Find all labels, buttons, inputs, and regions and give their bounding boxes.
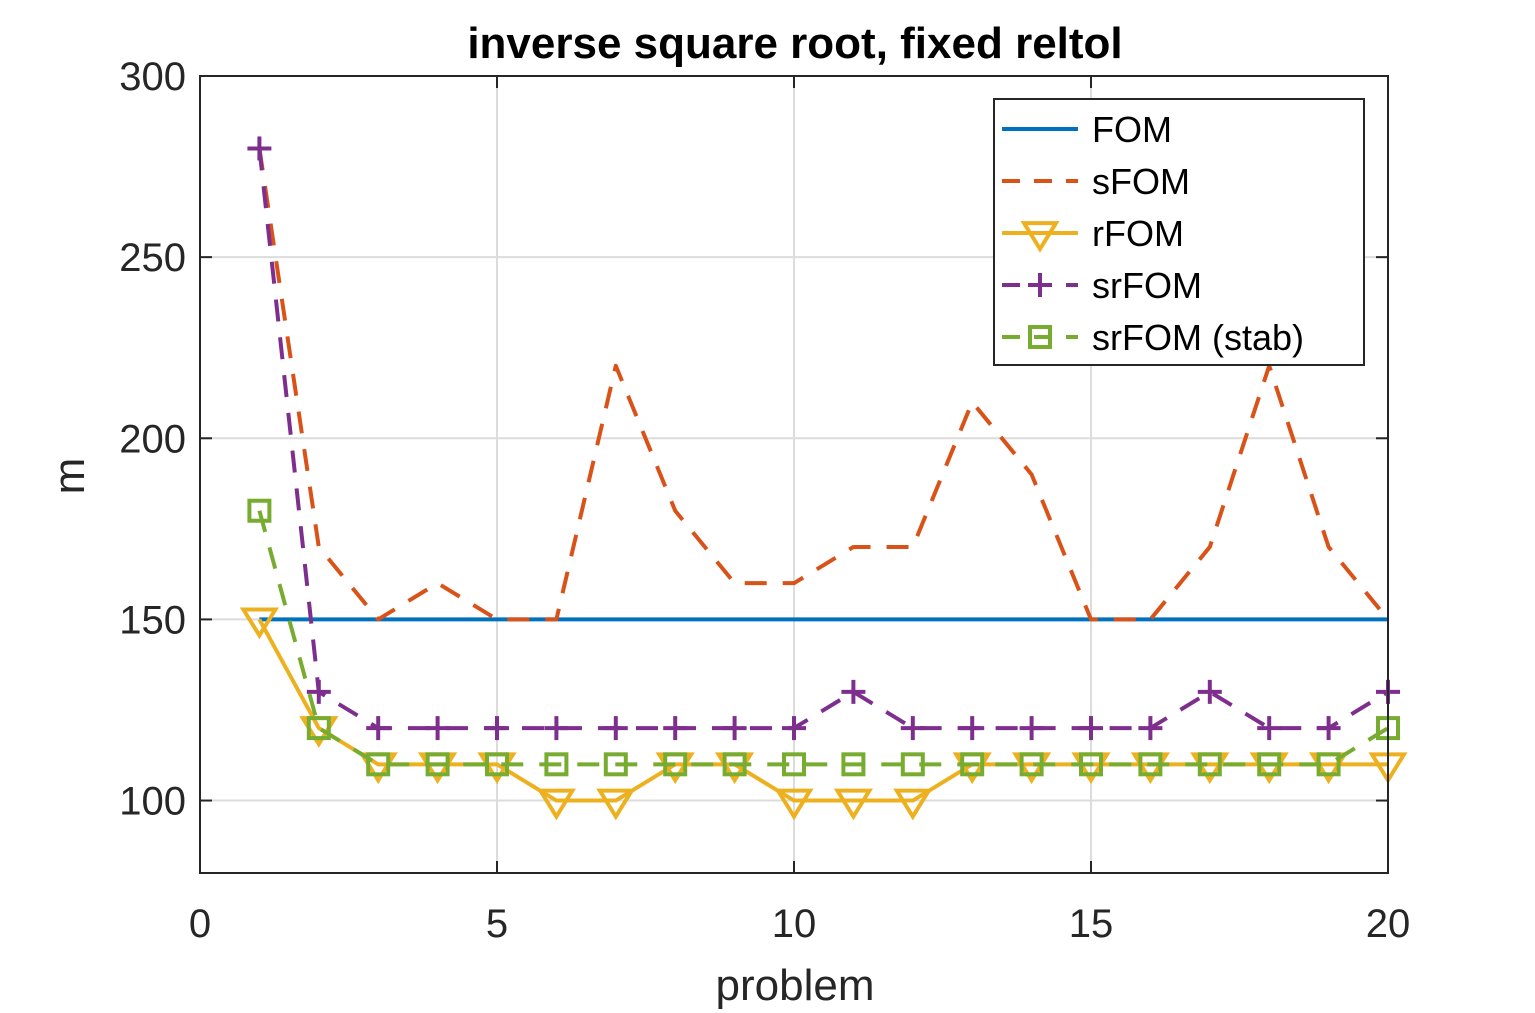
x-axis-label: problem [716, 961, 875, 1010]
data-point-srfom-stab [1138, 752, 1163, 777]
data-point-srfom [841, 679, 866, 704]
data-point-srfom-stab [663, 752, 688, 777]
data-point-srfom [1316, 716, 1341, 741]
data-point-srfom-stab [544, 752, 569, 777]
data-point-srfom-stab [900, 752, 925, 777]
data-point-srfom [306, 679, 331, 704]
data-point-srfom-stab [722, 752, 747, 777]
x-tick-label: 15 [1069, 902, 1114, 946]
legend: FOM sFOM rFOM srFOM srFOM (stab) [993, 98, 1365, 366]
x-tick-label: 0 [189, 902, 211, 946]
legend-entry-srfom: srFOM [1002, 265, 1202, 306]
data-point-srfom-stab [782, 752, 806, 777]
x-tick-label: 10 [772, 902, 817, 946]
data-point-srfom-stab [603, 752, 628, 777]
data-point-srfom [544, 716, 569, 741]
data-point-rfom [833, 788, 873, 821]
data-point-srfom [1197, 679, 1222, 704]
data-point-srfom-stab [1019, 752, 1044, 777]
data-point-srfom [900, 716, 925, 741]
data-point-srfom-stab [366, 752, 391, 777]
y-tick-label: 150 [119, 598, 186, 642]
data-point-srfom [782, 716, 806, 741]
legend-label-srfom: srFOM [1092, 265, 1202, 306]
legend-entry-sfom: sFOM [1002, 161, 1190, 202]
y-tick-label: 300 [119, 55, 186, 99]
data-point-srfom-stab [1197, 752, 1222, 777]
data-point-rfom [536, 788, 576, 821]
legend-label-sfom: sFOM [1092, 161, 1190, 202]
legend-label-rfom: rFOM [1092, 213, 1184, 254]
data-point-rfom [596, 788, 636, 821]
data-point-rfom [774, 788, 814, 821]
data-point-rfom [239, 607, 279, 640]
data-point-srfom-stab [960, 752, 985, 777]
chart-title: inverse square root, fixed reltol [467, 19, 1122, 68]
data-point-srfom [663, 716, 688, 741]
data-point-srfom-stab [841, 752, 866, 777]
y-tick-label: 100 [119, 780, 186, 824]
data-point-srfom-stab [1316, 752, 1341, 777]
series-sfom [257, 148, 1390, 622]
data-point-srfom-stab [1079, 752, 1103, 777]
data-point-srfom [1257, 716, 1282, 741]
x-tick-label: 5 [486, 902, 508, 946]
plot-border [199, 75, 1389, 874]
data-point-srfom-stab [306, 716, 331, 741]
legend-entry-fom: FOM [1002, 109, 1172, 150]
data-point-rfom [893, 788, 933, 821]
legend-marker-srfom-stab [1028, 325, 1052, 349]
data-point-srfom-stab [1257, 752, 1282, 777]
y-tick-label: 200 [119, 417, 186, 461]
legend-label-srfom-stab: srFOM (stab) [1092, 317, 1304, 358]
data-point-srfom [960, 716, 985, 741]
data-point-srfom [1138, 716, 1163, 741]
data-point-srfom [425, 716, 450, 741]
data-point-srfom [1019, 716, 1044, 741]
data-point-srfom [247, 136, 272, 161]
legend-marker-srfom [1028, 273, 1052, 297]
data-point-srfom-stab [485, 752, 509, 777]
y-axis-label: m [45, 458, 94, 495]
series-line-sfom [257, 148, 1390, 622]
data-point-srfom-stab [425, 752, 450, 777]
legend-marker-rfom [1020, 221, 1060, 253]
data-point-srfom [366, 716, 391, 741]
data-point-srfom [722, 716, 747, 741]
legend-label-fom: FOM [1092, 109, 1172, 150]
legend-entry-srfom-stab: srFOM (stab) [1002, 317, 1304, 358]
data-point-srfom-stab [247, 498, 272, 523]
x-tick-label: 20 [1366, 902, 1411, 946]
data-point-srfom [603, 716, 628, 741]
data-point-srfom [485, 716, 509, 741]
legend-entry-rfom: rFOM [1002, 213, 1184, 254]
data-point-srfom [1079, 716, 1103, 741]
series-srfom-stab [247, 498, 1400, 777]
y-tick-label: 250 [119, 236, 186, 280]
